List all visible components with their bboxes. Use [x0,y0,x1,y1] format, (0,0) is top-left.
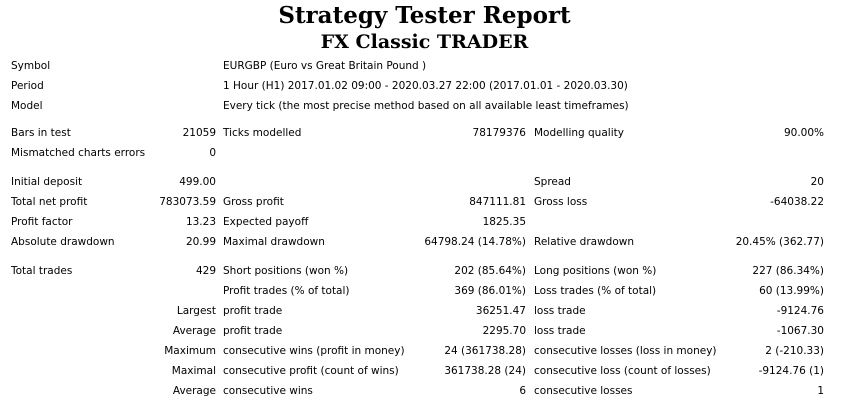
initial-deposit-label: Initial deposit [11,176,83,188]
loss-trades-label: Loss trades (% of total) [534,285,657,297]
net-profit-value: 783073.59 [159,196,216,208]
symbol-value: EURGBP (Euro vs Great Britain Pound ) [223,60,427,72]
avg-cons-wins-value: 6 [519,385,526,397]
symbol-label: Symbol [11,60,51,72]
average-label: Average [172,325,216,337]
abs-drawdown-value: 20.99 [185,236,216,248]
report-subtitle: FX Classic TRADER [320,31,529,53]
abs-drawdown-label: Absolute drawdown [11,236,115,248]
max-drawdown-label: Maximal drawdown [223,236,325,248]
avg-label: Average [172,385,216,397]
model-value: Every tick (the most precise method base… [223,100,629,112]
max-cons-losses-label: consecutive losses (loss in money) [534,345,717,357]
profit-trades-label: Profit trades (% of total) [223,285,350,297]
quality-value: 90.00% [783,127,824,139]
max-drawdown-value: 64798.24 (14.78%) [424,236,526,248]
largest-label: Largest [176,305,216,317]
mismatch-value: 0 [209,147,216,159]
expected-payoff-value: 1825.35 [482,216,526,228]
profit-trades-value: 369 (86.01%) [454,285,526,297]
mismatch-label: Mismatched charts errors [11,147,146,159]
gross-profit-value: 847111.81 [469,196,526,208]
maximal-cons-profit-label: consecutive profit (count of wins) [223,365,399,377]
ticks-value: 78179376 [472,127,526,139]
max-cons-wins-label: consecutive wins (profit in money) [223,345,405,357]
average-profit-label: profit trade [223,325,283,337]
total-trades-value: 429 [195,265,216,277]
bars-value: 21059 [182,127,216,139]
avg-cons-losses-value: 1 [817,385,824,397]
expected-payoff-label: Expected payoff [223,216,309,228]
short-positions-value: 202 (85.64%) [454,265,526,277]
loss-trades-value: 60 (13.99%) [759,285,824,297]
maximum-label: Maximum [164,345,216,357]
avg-cons-losses-label: consecutive losses [534,385,633,397]
maximal-cons-profit-value: 361738.28 (24) [444,365,526,377]
initial-deposit-value: 499.00 [179,176,216,188]
period-label: Period [11,80,44,92]
long-positions-value: 227 (86.34%) [752,265,824,277]
long-positions-label: Long positions (won %) [534,265,657,277]
rel-drawdown-label: Relative drawdown [534,236,635,248]
max-cons-losses-value: 2 (-210.33) [765,345,824,357]
rel-drawdown-value: 20.45% (362.77) [735,236,824,248]
bars-label: Bars in test [11,127,71,139]
total-trades-label: Total trades [11,265,73,277]
spread-label: Spread [534,176,571,188]
spread-value: 20 [810,176,824,188]
short-positions-label: Short positions (won %) [223,265,349,277]
ticks-label: Ticks modelled [223,127,302,139]
report-title: Strategy Tester Report [278,2,571,29]
average-loss-label: loss trade [534,325,586,337]
gross-loss-value: -64038.22 [770,196,824,208]
period-value: 1 Hour (H1) 2017.01.02 09:00 - 2020.03.2… [223,80,628,92]
maximal-cons-loss-value: -9124.76 (1) [758,365,824,377]
largest-loss-label: loss trade [534,305,586,317]
net-profit-label: Total net profit [11,196,88,208]
average-loss-value: -1067.30 [776,325,824,337]
profit-factor-label: Profit factor [11,216,73,228]
avg-cons-wins-label: consecutive wins [223,385,313,397]
maximal-cons-loss-label: consecutive loss (count of losses) [534,365,711,377]
maximal-label: Maximal [171,365,216,377]
average-profit-value: 2295.70 [482,325,526,337]
max-cons-wins-value: 24 (361738.28) [444,345,526,357]
gross-loss-label: Gross loss [534,196,588,208]
gross-profit-label: Gross profit [223,196,284,208]
quality-label: Modelling quality [534,127,624,139]
largest-profit-label: profit trade [223,305,283,317]
largest-loss-value: -9124.76 [776,305,824,317]
profit-factor-value: 13.23 [185,216,216,228]
model-label: Model [11,100,43,112]
largest-profit-value: 36251.47 [475,305,526,317]
